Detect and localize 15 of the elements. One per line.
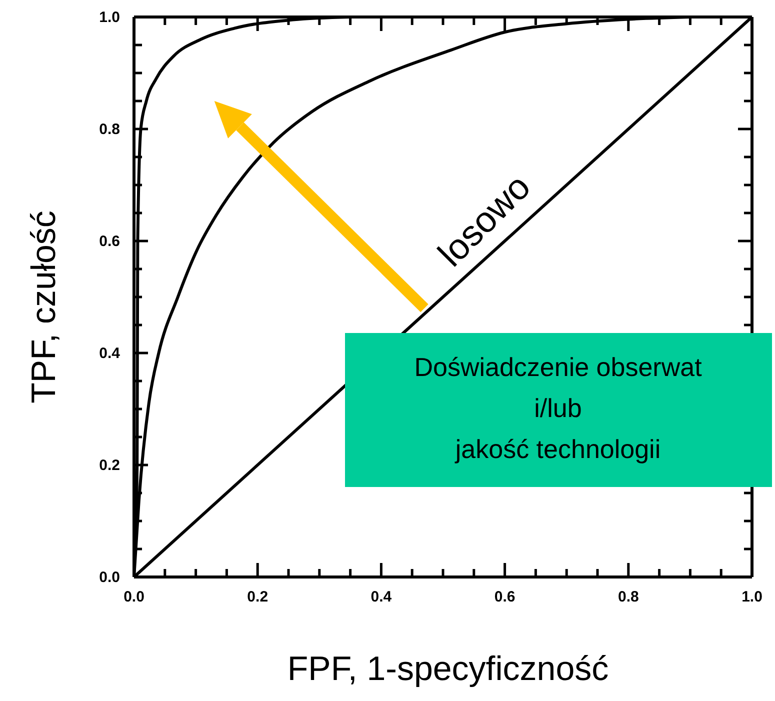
annotation: Doświadczenie obserwat i/lub jakość technologii	[414, 352, 703, 464]
y-axis-title: TPF, czułość	[25, 210, 63, 404]
y-tick-label: 0.2	[99, 456, 120, 474]
y-tick-label: 1.0	[99, 8, 120, 26]
x-tick-label: 0.6	[494, 588, 516, 606]
x-tick-label: 1.0	[742, 588, 762, 606]
y-tick-label: 0.6	[99, 232, 120, 250]
y-tick-label: 0.8	[99, 120, 120, 138]
y-tick-label: 0.0	[99, 568, 120, 586]
x-tick-label: 0.0	[124, 588, 144, 606]
x-tick-label: 0.4	[370, 588, 392, 606]
x-tick-label: 0.2	[247, 588, 268, 606]
x-axis-title: FPF, 1-specyficzność	[287, 650, 609, 688]
y-tick-label: 0.4	[99, 344, 121, 362]
x-tick-label: 0.8	[618, 588, 639, 606]
